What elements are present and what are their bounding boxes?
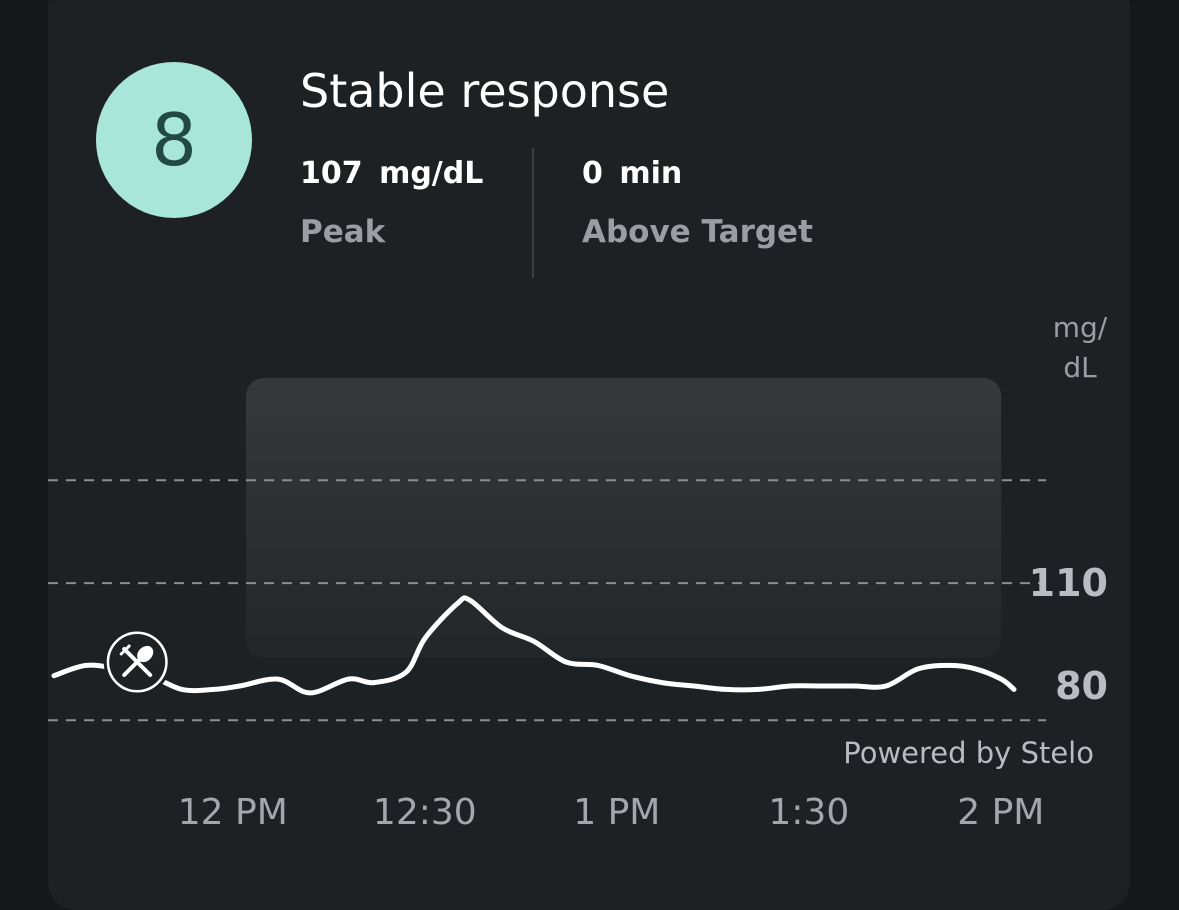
above-target-value: 0 min (582, 156, 683, 191)
x-tick-label-1: 12:30 (373, 792, 477, 833)
x-tick-label-2: 1 PM (573, 792, 660, 833)
y-axis-unit-label: mg/ dL (1040, 308, 1120, 388)
above-target-label: Above Target (582, 214, 813, 250)
score-badge: 8 (96, 62, 252, 218)
powered-by-label: Powered by Stelo (843, 736, 1094, 770)
response-title: Stable response (300, 64, 670, 118)
glucose-line-0 (51, 595, 1017, 696)
glucose-chart[interactable]: 110 80 12 PM 12:30 1 PM 1:30 2 PM (0, 0, 1179, 884)
metric-divider (532, 148, 534, 278)
score-value: 8 (151, 98, 197, 182)
unit-line-1: mg/ (1052, 311, 1108, 344)
peak-label: Peak (300, 214, 386, 250)
y-tick-label-80: 80 (1055, 664, 1108, 708)
x-tick-label-0: 12 PM (178, 792, 288, 833)
y-tick-label-110: 110 (1029, 561, 1108, 605)
peak-value: 107 mg/dL (300, 156, 484, 191)
x-tick-label-4: 2 PM (957, 792, 1044, 833)
unit-line-2: dL (1063, 351, 1097, 384)
x-tick-label-3: 1:30 (768, 792, 849, 833)
fork-spoon-icon[interactable] (103, 628, 171, 696)
target-window-band (246, 378, 1002, 658)
